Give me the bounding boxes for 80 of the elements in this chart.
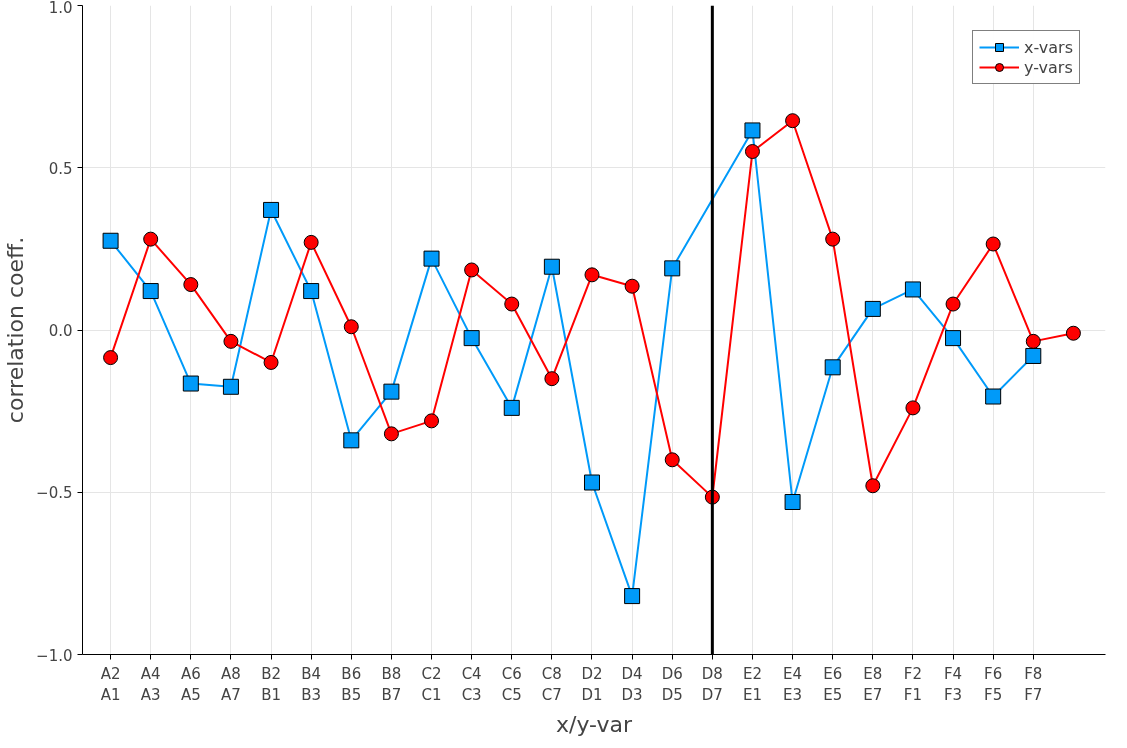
point	[303, 234, 319, 250]
point	[904, 281, 921, 298]
point	[985, 236, 1001, 252]
point	[343, 432, 360, 449]
point	[664, 452, 680, 468]
point	[744, 122, 761, 139]
y-axis-title: correlation coeff.	[3, 236, 29, 424]
point	[864, 300, 881, 317]
legend-label: x-vars	[1024, 37, 1073, 57]
point	[464, 262, 480, 278]
point	[423, 250, 440, 267]
x-tick-label: E8 E7	[863, 664, 883, 705]
point	[424, 413, 440, 429]
x-tick-label: A4 A3	[140, 664, 161, 705]
point	[945, 330, 962, 347]
x-tick-label: D2 D1	[581, 664, 603, 705]
point	[222, 378, 239, 395]
point	[103, 350, 119, 366]
point	[784, 493, 801, 510]
point	[543, 258, 560, 275]
x-tick-label: B2 B1	[261, 664, 281, 705]
point	[985, 388, 1002, 405]
x-tick-label: F2 F1	[903, 664, 923, 705]
y-tick-label: 0.0	[48, 322, 73, 340]
point	[263, 354, 279, 370]
x-tick-label: C6 C5	[501, 664, 522, 705]
point	[383, 426, 399, 442]
x-tick-label: B6 B5	[341, 664, 362, 705]
x-tick-label: E2 E1	[742, 664, 762, 705]
x-tick-label: D6 D5	[661, 664, 683, 705]
point	[303, 283, 320, 300]
point	[1065, 325, 1081, 341]
x-tick-label: F6 F5	[984, 664, 1003, 705]
point	[343, 319, 359, 335]
point	[504, 296, 520, 312]
x-tick-label: C8 C7	[541, 664, 562, 705]
point	[263, 201, 280, 218]
x-tick-label: A6 A5	[180, 664, 201, 705]
point	[142, 283, 159, 300]
x-axis-title: x/y-var	[556, 712, 633, 738]
legend-label: y-vars	[1024, 57, 1073, 77]
x-tick-label: A8 A7	[221, 664, 241, 705]
point	[945, 296, 961, 312]
x-tick-label: F8 F7	[1024, 664, 1043, 705]
point	[583, 474, 600, 491]
x-tick-label: F4 F3	[943, 664, 963, 705]
x-tick-label: E6 E5	[823, 664, 843, 705]
point	[824, 359, 841, 376]
y-tick-label: 1.0	[48, 0, 73, 17]
point	[905, 400, 921, 416]
y-tick-label: 0.5	[48, 159, 73, 178]
point	[383, 383, 400, 400]
y-tick-label: −1.0	[36, 646, 73, 665]
point	[785, 113, 801, 129]
point	[544, 371, 560, 387]
point	[584, 267, 600, 283]
point	[463, 330, 480, 347]
point	[1025, 347, 1042, 364]
point	[223, 333, 239, 349]
x-tick-label: B4 B3	[301, 664, 322, 705]
x-tick-label: A2 A1	[100, 664, 121, 705]
point	[865, 478, 881, 494]
x-tick-label: E4 E3	[783, 664, 803, 705]
point	[1025, 333, 1041, 349]
point	[624, 588, 641, 605]
point	[503, 399, 520, 416]
point	[143, 231, 159, 247]
x-tick-label: C4 C3	[461, 664, 482, 705]
point	[102, 232, 119, 249]
point	[744, 144, 760, 160]
x-tick-label: D8 D7	[701, 664, 723, 705]
x-tick-label: B8 B7	[381, 664, 402, 705]
point	[664, 260, 681, 277]
y-tick-label: −0.5	[36, 484, 73, 503]
x-tick-label: D4 D3	[621, 664, 643, 705]
x-tick-label: C2 C1	[421, 664, 442, 705]
point	[624, 278, 640, 294]
point	[825, 231, 841, 247]
point	[182, 375, 199, 392]
point	[183, 277, 199, 293]
